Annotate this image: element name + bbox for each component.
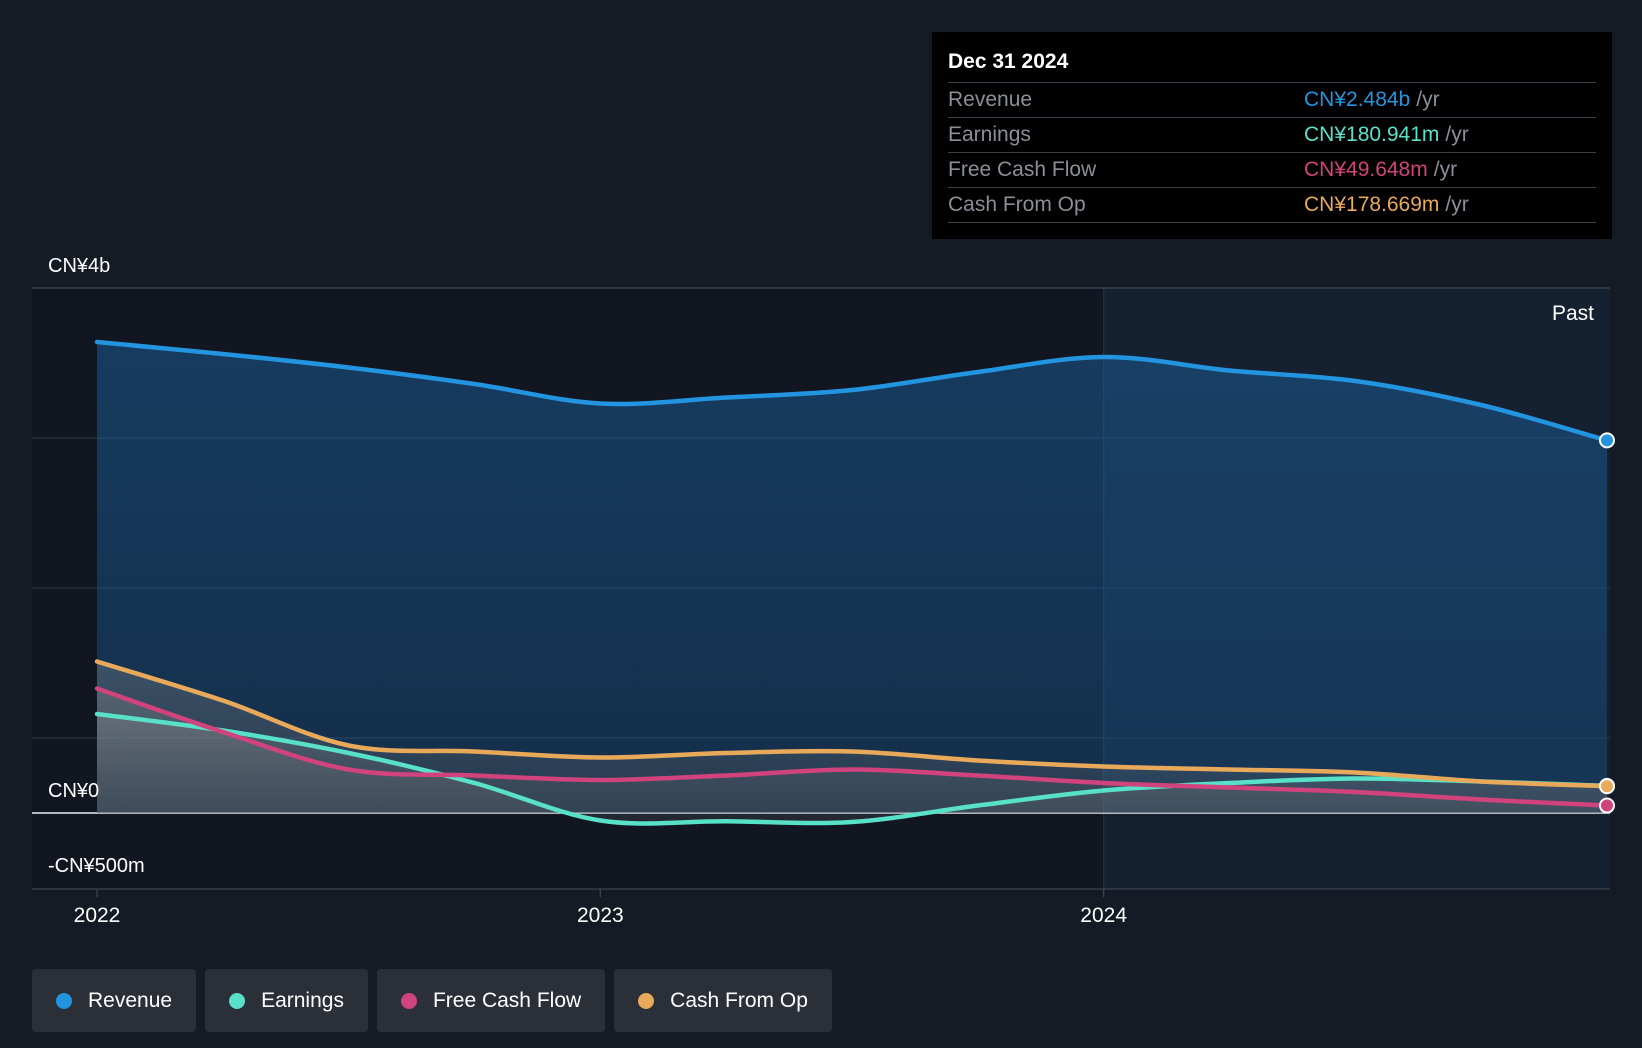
legend-item-cash-from-op[interactable]: Cash From Op [614, 969, 832, 1032]
legend-dot-icon [229, 992, 246, 1009]
series-line-cash-from-op [94, 659, 1610, 789]
legend-dot-icon [638, 992, 655, 1009]
x-tick-label: 2024 [1080, 904, 1127, 927]
tooltip-value: CN¥178.669m [1304, 193, 1440, 216]
endpoint-marker-cash-from-op [1598, 778, 1615, 795]
legend-item-earnings[interactable]: Earnings [205, 969, 368, 1032]
y-axis-label: -CN¥500m [48, 855, 145, 877]
tooltip-value: CN¥2.484b [1304, 88, 1411, 111]
series-line-revenue [94, 339, 1610, 443]
endpoint-marker-revenue [1598, 432, 1615, 449]
tooltip-value: CN¥49.648m [1304, 158, 1428, 181]
tooltip-label: Revenue [948, 88, 1033, 111]
x-tick-label: 2022 [74, 904, 121, 927]
tooltip-date: Dec 31 2024 [948, 50, 1069, 73]
tooltip-unit: /yr [1445, 193, 1469, 216]
legend-dot-icon [400, 992, 417, 1009]
tooltip-label: Free Cash Flow [948, 158, 1097, 181]
area-revenue [97, 342, 1607, 813]
tooltip-row-revenue: Revenue CN¥2.484b /yr [948, 82, 1596, 117]
tooltip-unit: /yr [1445, 123, 1469, 146]
tooltip-value: CN¥180.941m [1304, 123, 1440, 146]
tooltip-unit: /yr [1433, 158, 1458, 181]
tooltip-row-free-cash-flow: Free Cash Flow CN¥49.648m /yr [948, 152, 1596, 187]
legend-item-revenue[interactable]: Revenue [32, 969, 197, 1032]
endpoint-marker-free-cash-flow [1598, 797, 1615, 814]
series-line-earnings [94, 711, 1610, 826]
tooltip-unit: /yr [1416, 88, 1440, 111]
series-line-free-cash-flow [94, 686, 1610, 808]
legend-label: Free Cash Flow [432, 988, 582, 1012]
tooltip-panel: Dec 31 2024 Revenue CN¥2.484b /yr Earnin… [932, 32, 1612, 239]
y-axis-label: CN¥4b [48, 255, 110, 277]
legend-label: Cash From Op [670, 988, 808, 1012]
x-tick-label: 2023 [577, 904, 624, 927]
legend-label: Revenue [88, 988, 173, 1012]
past-label: Past [1552, 302, 1594, 325]
tooltip-row-earnings: Earnings CN¥180.941m /yr [948, 117, 1596, 152]
tooltip-label: Earnings [948, 123, 1031, 146]
legend-label: Earnings [261, 988, 344, 1012]
tooltip-row-cash-from-op: Cash From Op CN¥178.669m /yr [948, 187, 1596, 223]
y-axis-label: CN¥0 [48, 780, 99, 802]
legend-dot-icon [56, 992, 72, 1009]
legend: Revenue Earnings Free Cash Flow Cash Fro… [32, 969, 832, 1032]
legend-item-free-cash-flow[interactable]: Free Cash Flow [376, 969, 606, 1032]
tooltip-label: Cash From Op [948, 193, 1086, 216]
